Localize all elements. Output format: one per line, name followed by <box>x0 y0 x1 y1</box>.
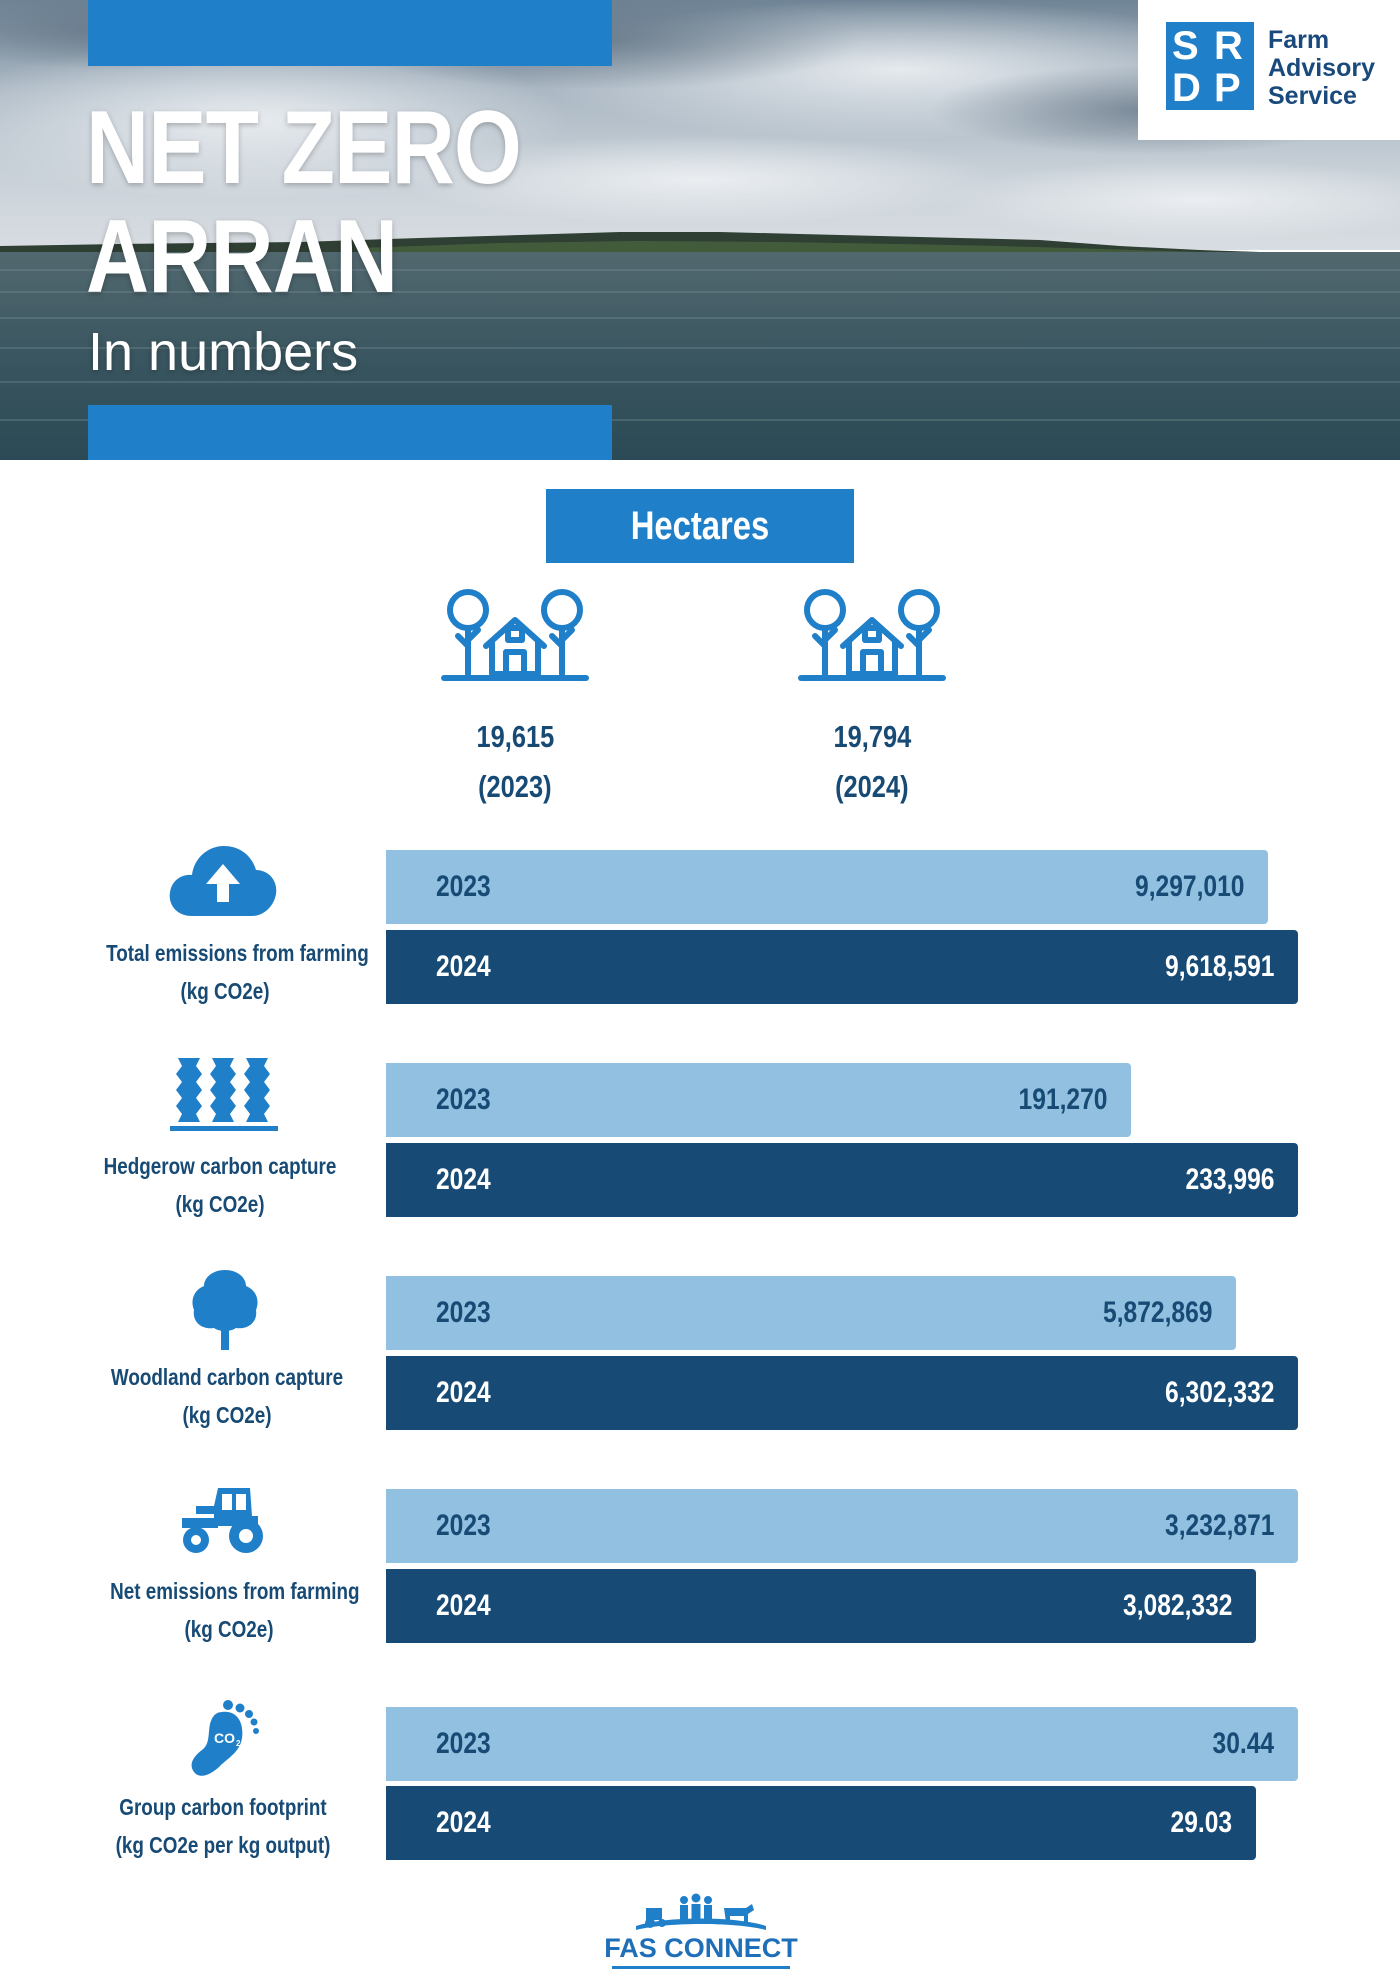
bar-footprint-2023: 2023 30.44 <box>386 1707 1298 1781</box>
logo-letter-r: R <box>1214 24 1243 68</box>
footer-brand: FAS CONNECT <box>604 1933 798 1963</box>
tree-icon <box>192 1270 258 1350</box>
bar-footprint-2024: 2024 29.03 <box>386 1786 1256 1860</box>
farm-house-icon <box>798 589 946 681</box>
logo-text-line1: Farm <box>1268 26 1330 54</box>
bar-hedgerow-2023: 2023 191,270 <box>386 1063 1131 1137</box>
hectares-value: 19,615 <box>476 719 554 754</box>
svg-text:2: 2 <box>236 1739 241 1748</box>
metric-label: Hedgerow carbon capture (kg CO2e) <box>103 1153 337 1217</box>
page-title-line2: ARRAN <box>86 199 398 315</box>
hectares-value: 19,794 <box>833 719 911 754</box>
bar-hedgerow-2024: 2024 233,996 <box>386 1143 1298 1217</box>
page-title-line1: NET ZERO <box>86 90 522 206</box>
metric-label: Group carbon footprint (kg CO2e per kg ou… <box>115 1794 331 1858</box>
logo-letter-p: P <box>1214 66 1241 110</box>
srdp-logo: S R D P Farm Advisory Service <box>1138 0 1400 140</box>
accent-bar-top <box>88 0 612 66</box>
logo-letter-d: D <box>1172 66 1201 110</box>
bar-net-emissions-2023: 2023 3,232,871 <box>386 1489 1298 1563</box>
metric-label: Total emissions from farming (kg CO2e) <box>106 940 369 1004</box>
hectares-year: (2024) <box>835 769 909 804</box>
metric-label: Woodland carbon capture (kg CO2e) <box>110 1364 344 1428</box>
bar-total-emissions-2023: 2023 9,297,010 <box>386 850 1268 924</box>
metric-label: Net emissions from farming (kg CO2e) <box>110 1578 360 1642</box>
footer-underline <box>612 1966 790 1969</box>
accent-bar-bottom <box>88 405 612 460</box>
page-subtitle: In numbers <box>88 322 359 382</box>
logo-letter-s: S <box>1172 24 1199 68</box>
tractor-icon <box>182 1488 263 1553</box>
hectares-audited-badge: Hectares audited <box>546 489 854 622</box>
hectares-year: (2023) <box>478 769 552 804</box>
srdp-logo-mark: S R D P <box>1166 22 1254 110</box>
fas-connect-logo-graphic <box>636 1893 766 1930</box>
footprint-co2-icon: CO 2 <box>191 1700 259 1776</box>
logo-text-line2: Advisory <box>1268 54 1375 82</box>
logo-wordmark: Farm Advisory Service <box>1268 26 1375 110</box>
hectares-2024: 19,794 (2024) <box>762 712 982 812</box>
hectares-2023: 19,615 (2023) <box>405 712 625 812</box>
bar-woodland-2024: 2024 6,302,332 <box>386 1356 1298 1430</box>
bar-woodland-2023: 2023 5,872,869 <box>386 1276 1236 1350</box>
cloud-upload-icon <box>169 846 277 916</box>
hedgerow-icon <box>170 1058 278 1131</box>
farm-house-icon <box>441 589 589 681</box>
hero-banner: NET ZERO ARRAN In numbers S R D P Farm A… <box>0 0 1400 460</box>
bar-net-emissions-2024: 2024 3,082,332 <box>386 1569 1256 1643</box>
bar-total-emissions-2024: 2024 9,618,591 <box>386 930 1298 1004</box>
logo-text-line3: Service <box>1268 82 1357 110</box>
svg-text:CO: CO <box>214 1730 235 1746</box>
